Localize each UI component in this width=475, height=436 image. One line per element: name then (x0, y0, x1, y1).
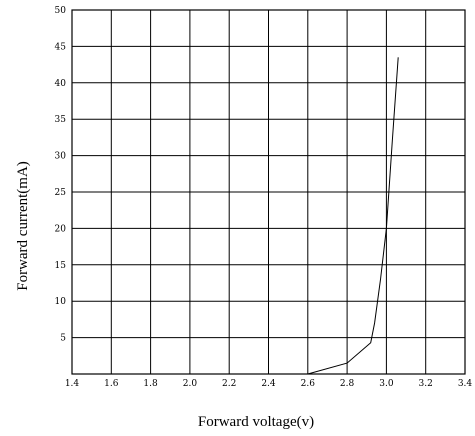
x-tick-label: 2.0 (183, 379, 198, 389)
y-tick-label: 10 (55, 297, 67, 307)
x-tick-label: 1.6 (104, 379, 119, 389)
x-tick-label: 1.4 (65, 379, 80, 389)
y-tick-label: 20 (55, 224, 67, 234)
x-tick-label: 3.4 (458, 379, 473, 389)
x-tick-label: 3.2 (419, 379, 433, 389)
y-tick-label: 35 (55, 115, 67, 125)
x-tick-label: 2.8 (340, 379, 355, 389)
x-tick-label: 1.8 (143, 379, 158, 389)
grid (71, 9, 466, 375)
y-tick-label: 45 (55, 42, 67, 52)
y-tick-label: 40 (55, 79, 67, 89)
x-tick-label: 3.0 (379, 379, 394, 389)
x-axis-title: Forward voltage(v) (198, 414, 314, 430)
y-axis-title: Forward current(mA) (15, 161, 31, 291)
y-tick-label: 5 (60, 334, 66, 344)
y-tick-label: 25 (55, 188, 67, 198)
x-tick-label: 2.4 (261, 379, 276, 389)
series-layer (307, 57, 399, 375)
x-tick-label: 2.2 (222, 379, 236, 389)
y-tick-labels: 5 10 15 20 25 30 35 40 45 50 (55, 6, 67, 344)
x-tick-label: 2.6 (301, 379, 316, 389)
y-tick-label: 50 (55, 6, 67, 16)
y-tick-label: 30 (55, 152, 67, 162)
series-line (307, 57, 399, 375)
y-tick-label: 15 (55, 261, 67, 271)
x-tick-labels: 1.4 1.6 1.8 2.0 2.2 2.4 2.6 2.8 3.0 3.2 3.4 (65, 379, 473, 389)
